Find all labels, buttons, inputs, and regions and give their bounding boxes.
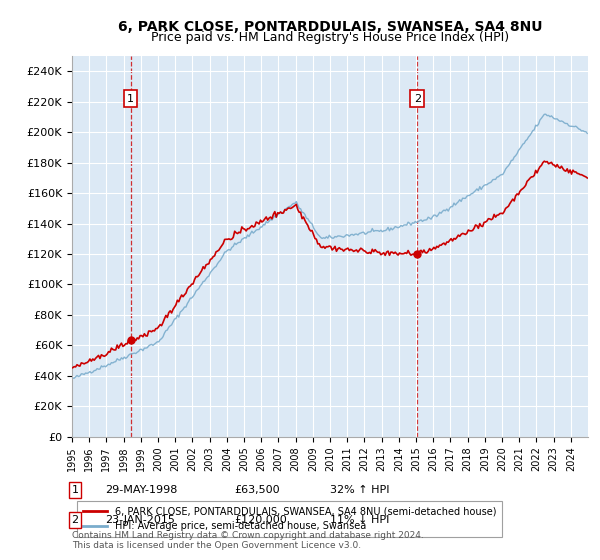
Text: 11% ↓ HPI: 11% ↓ HPI	[330, 515, 389, 525]
Text: 23-JAN-2015: 23-JAN-2015	[105, 515, 175, 525]
Text: Price paid vs. HM Land Registry's House Price Index (HPI): Price paid vs. HM Land Registry's House …	[151, 31, 509, 44]
Legend: 6, PARK CLOSE, PONTARDDULAIS, SWANSEA, SA4 8NU (semi-detached house), HPI: Avera: 6, PARK CLOSE, PONTARDDULAIS, SWANSEA, S…	[77, 501, 502, 537]
Text: 32% ↑ HPI: 32% ↑ HPI	[330, 485, 389, 495]
Text: 2: 2	[413, 94, 421, 104]
Text: 1: 1	[127, 94, 134, 104]
Text: 29-MAY-1998: 29-MAY-1998	[105, 485, 178, 495]
Text: £63,500: £63,500	[234, 485, 280, 495]
Text: £120,000: £120,000	[234, 515, 287, 525]
Text: 6, PARK CLOSE, PONTARDDULAIS, SWANSEA, SA4 8NU: 6, PARK CLOSE, PONTARDDULAIS, SWANSEA, S…	[118, 20, 542, 34]
Text: Contains HM Land Registry data © Crown copyright and database right 2024.
This d: Contains HM Land Registry data © Crown c…	[72, 530, 424, 550]
Text: 1: 1	[71, 485, 79, 495]
Text: 2: 2	[71, 515, 79, 525]
